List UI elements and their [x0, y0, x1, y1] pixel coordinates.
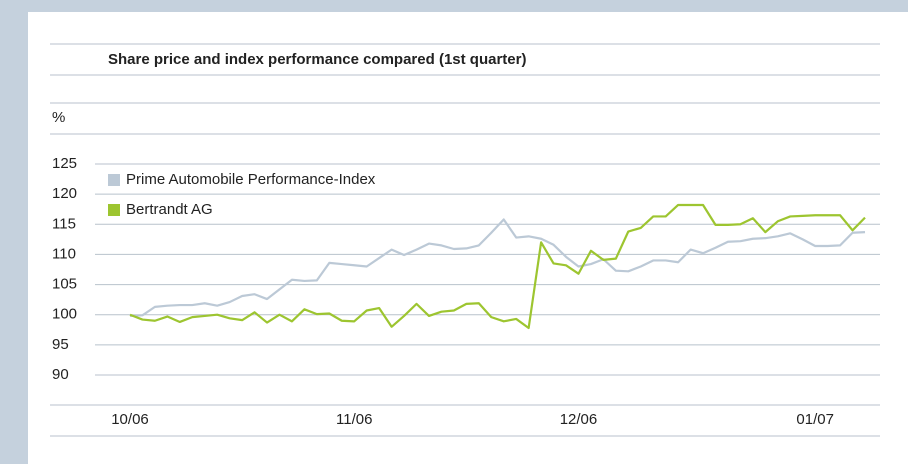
y-axis-label: % — [52, 109, 65, 126]
legend-label: Bertrandt AG — [126, 201, 213, 218]
y-tick-label: 100 — [52, 306, 77, 323]
series-line — [129, 203, 866, 330]
chart-title: Share price and index performance compar… — [108, 51, 526, 68]
x-tick-label: 10/06 — [111, 411, 149, 428]
y-tick-label: 125 — [52, 155, 77, 172]
panel — [28, 12, 908, 464]
x-tick-label: 12/06 — [560, 411, 598, 428]
y-tick-label: 110 — [52, 245, 76, 262]
y-tick-label: 105 — [52, 276, 77, 293]
x-tick-label: 11/06 — [336, 411, 372, 428]
x-tick-label: 01/07 — [796, 411, 834, 428]
y-tick-label: 95 — [52, 336, 69, 353]
series-line — [129, 218, 866, 318]
legend-swatch — [108, 204, 120, 216]
y-tick-label: 115 — [52, 215, 76, 232]
legend-swatch — [108, 174, 120, 186]
legend-label: Prime Automobile Performance-Index — [126, 171, 376, 188]
y-tick-label: 120 — [52, 185, 77, 202]
y-tick-label: 90 — [52, 366, 69, 383]
